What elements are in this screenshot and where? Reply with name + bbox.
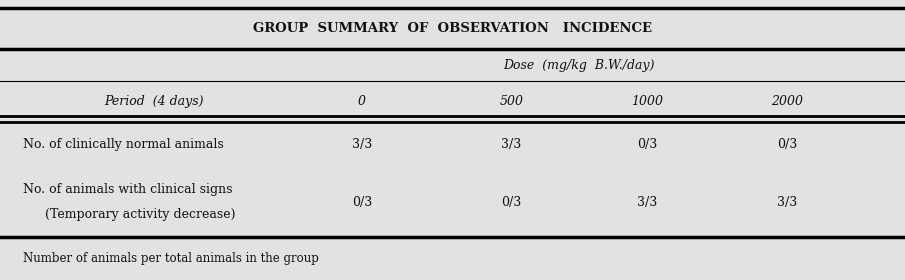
Text: 0/3: 0/3 [352,196,372,209]
Text: 3/3: 3/3 [501,138,521,151]
Text: Number of animals per total animals in the group: Number of animals per total animals in t… [23,252,319,265]
Text: 0/3: 0/3 [637,138,657,151]
Text: 1000: 1000 [631,95,663,108]
Text: 3/3: 3/3 [637,196,657,209]
Text: 0/3: 0/3 [501,196,521,209]
Text: No. of animals with clinical signs: No. of animals with clinical signs [23,183,232,196]
Text: 3/3: 3/3 [777,196,797,209]
Text: 0/3: 0/3 [777,138,797,151]
Text: 500: 500 [500,95,523,108]
Text: Dose  (mg/kg  B.W./day): Dose (mg/kg B.W./day) [503,59,655,72]
Text: 2000: 2000 [771,95,804,108]
Text: Period  (4 days): Period (4 days) [104,95,204,108]
Text: 0: 0 [358,95,366,108]
Text: No. of clinically normal animals: No. of clinically normal animals [23,138,224,151]
Text: (Temporary activity decrease): (Temporary activity decrease) [45,208,235,221]
Text: GROUP  SUMMARY  OF  OBSERVATION   INCIDENCE: GROUP SUMMARY OF OBSERVATION INCIDENCE [253,22,652,35]
Text: 3/3: 3/3 [352,138,372,151]
